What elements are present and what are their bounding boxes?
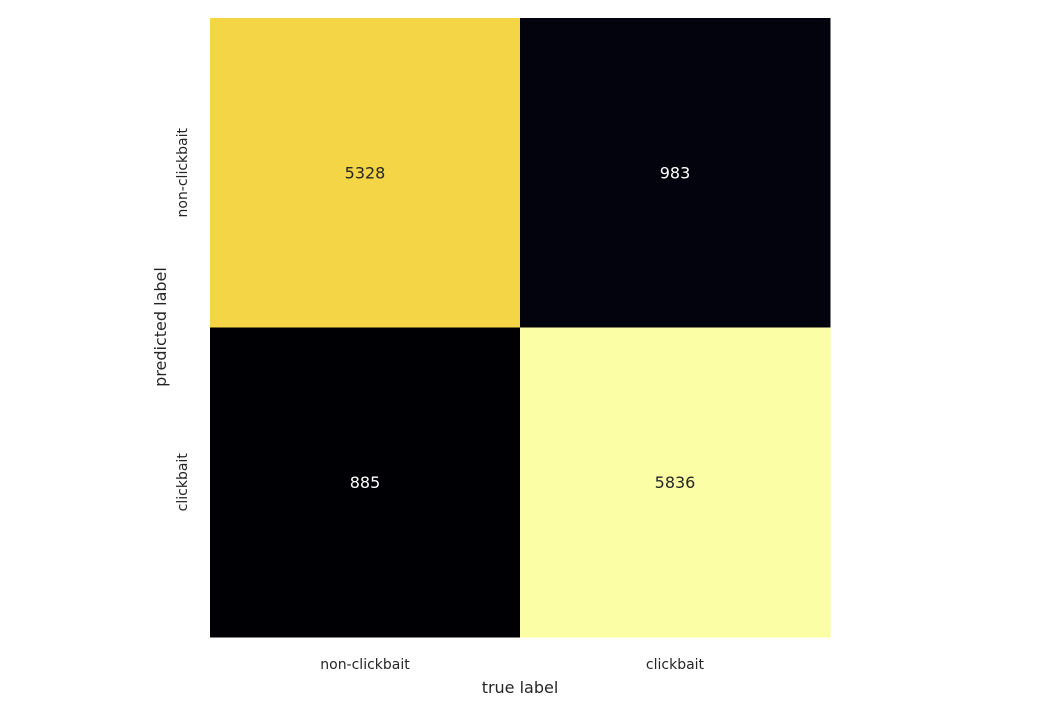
cell-value-r1-c0: 885 <box>350 473 381 492</box>
y-tick-label: clickbait <box>175 453 191 512</box>
cell-annotations: 5328 983 885 5836 <box>345 163 696 492</box>
heatmap-cell-r1-c0 <box>210 327 521 638</box>
y-axis-label: predicted label <box>151 267 170 387</box>
x-axis-label: true label <box>482 678 559 697</box>
heatmap-cell-r1-c1 <box>520 327 831 638</box>
y-tick-labels: non-clickbait clickbait <box>175 128 191 512</box>
heatmap-cell-r0-c1 <box>520 18 831 328</box>
cell-value-r0-c0: 5328 <box>345 163 386 182</box>
cell-value-r1-c1: 5836 <box>655 473 696 492</box>
x-tick-labels: non-clickbait clickbait <box>320 657 704 673</box>
y-tick-label: non-clickbait <box>175 128 191 218</box>
x-tick-label: clickbait <box>646 657 705 673</box>
x-tick-label: non-clickbait <box>320 657 410 673</box>
heatmap-cells <box>210 18 831 638</box>
heatmap-cell-r0-c0 <box>210 18 521 328</box>
cell-value-r0-c1: 983 <box>660 163 691 182</box>
